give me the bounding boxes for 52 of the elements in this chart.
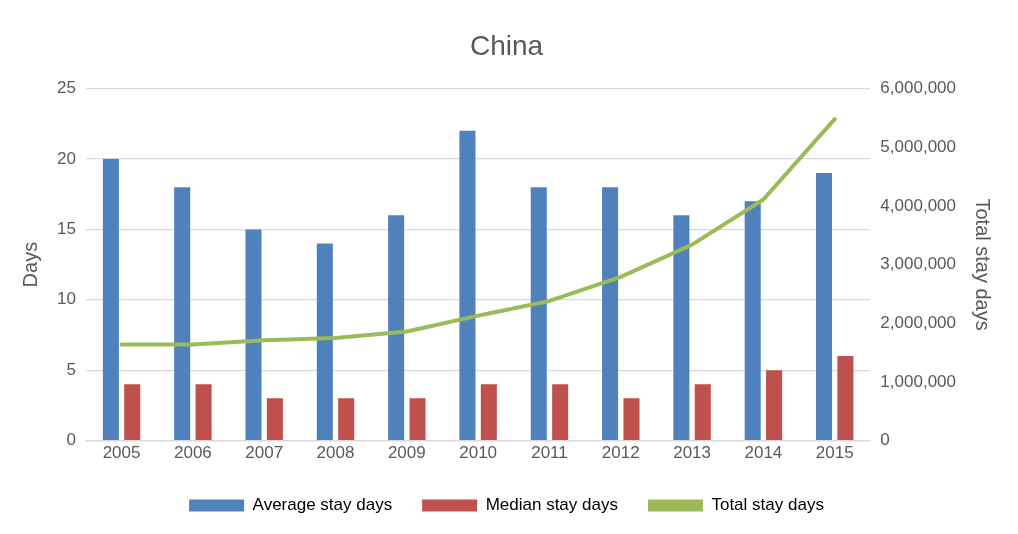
bar <box>815 173 833 440</box>
bar <box>480 384 497 440</box>
bar <box>245 229 262 440</box>
y-tick-label: 5 <box>66 359 76 379</box>
bar <box>694 384 711 440</box>
y2-tick-label: 0 <box>880 430 890 450</box>
y-tick-label: 0 <box>66 430 76 450</box>
y2-tick-label: 5,000,000 <box>880 136 957 156</box>
bar <box>174 187 191 440</box>
y-tick-label: 15 <box>56 219 76 239</box>
bar <box>744 201 761 440</box>
x-tick-label: 2006 <box>173 443 212 463</box>
bar <box>338 398 355 440</box>
legend-label: Median stay days <box>485 495 618 515</box>
bar <box>459 130 476 440</box>
bar <box>266 398 283 440</box>
y2-tick-label: 6,000,000 <box>880 78 957 98</box>
bar <box>623 398 640 440</box>
bar <box>552 384 569 440</box>
x-tick-label: 2005 <box>102 443 141 463</box>
chart-title: China <box>469 29 544 61</box>
legend-label: Average stay days <box>252 495 393 515</box>
bar <box>530 187 547 440</box>
x-tick-label: 2008 <box>316 443 355 463</box>
y2-tick-label: 2,000,000 <box>880 312 957 332</box>
x-tick-label: 2015 <box>815 443 854 463</box>
bar <box>409 398 426 440</box>
x-tick-label: 2007 <box>245 443 284 463</box>
x-tick-label: 2011 <box>531 443 568 463</box>
bar <box>837 356 854 440</box>
bar <box>388 215 405 440</box>
bar <box>195 384 212 440</box>
y-tick-label: 25 <box>56 78 76 98</box>
y2-tick-label: 3,000,000 <box>880 254 957 274</box>
legend-label: Total stay days <box>711 495 824 515</box>
y2-tick-label: 1,000,000 <box>880 371 957 391</box>
y-tick-label: 10 <box>56 289 76 309</box>
x-tick-label: 2013 <box>673 443 711 463</box>
y-tick-label: 20 <box>56 148 76 168</box>
x-tick-label: 2009 <box>387 443 426 463</box>
bar <box>602 187 619 440</box>
y2-axis-title: Total stay days <box>972 198 995 331</box>
x-tick-label: 2014 <box>744 443 783 463</box>
x-tick-label: 2010 <box>459 443 498 463</box>
bar <box>124 384 141 440</box>
bar <box>766 370 783 440</box>
bar <box>673 215 690 440</box>
y2-tick-label: 4,000,000 <box>880 195 957 215</box>
bar <box>316 243 333 440</box>
bar <box>102 159 119 440</box>
y-axis-title: Days <box>18 241 41 288</box>
x-tick-label: 2012 <box>601 443 640 463</box>
